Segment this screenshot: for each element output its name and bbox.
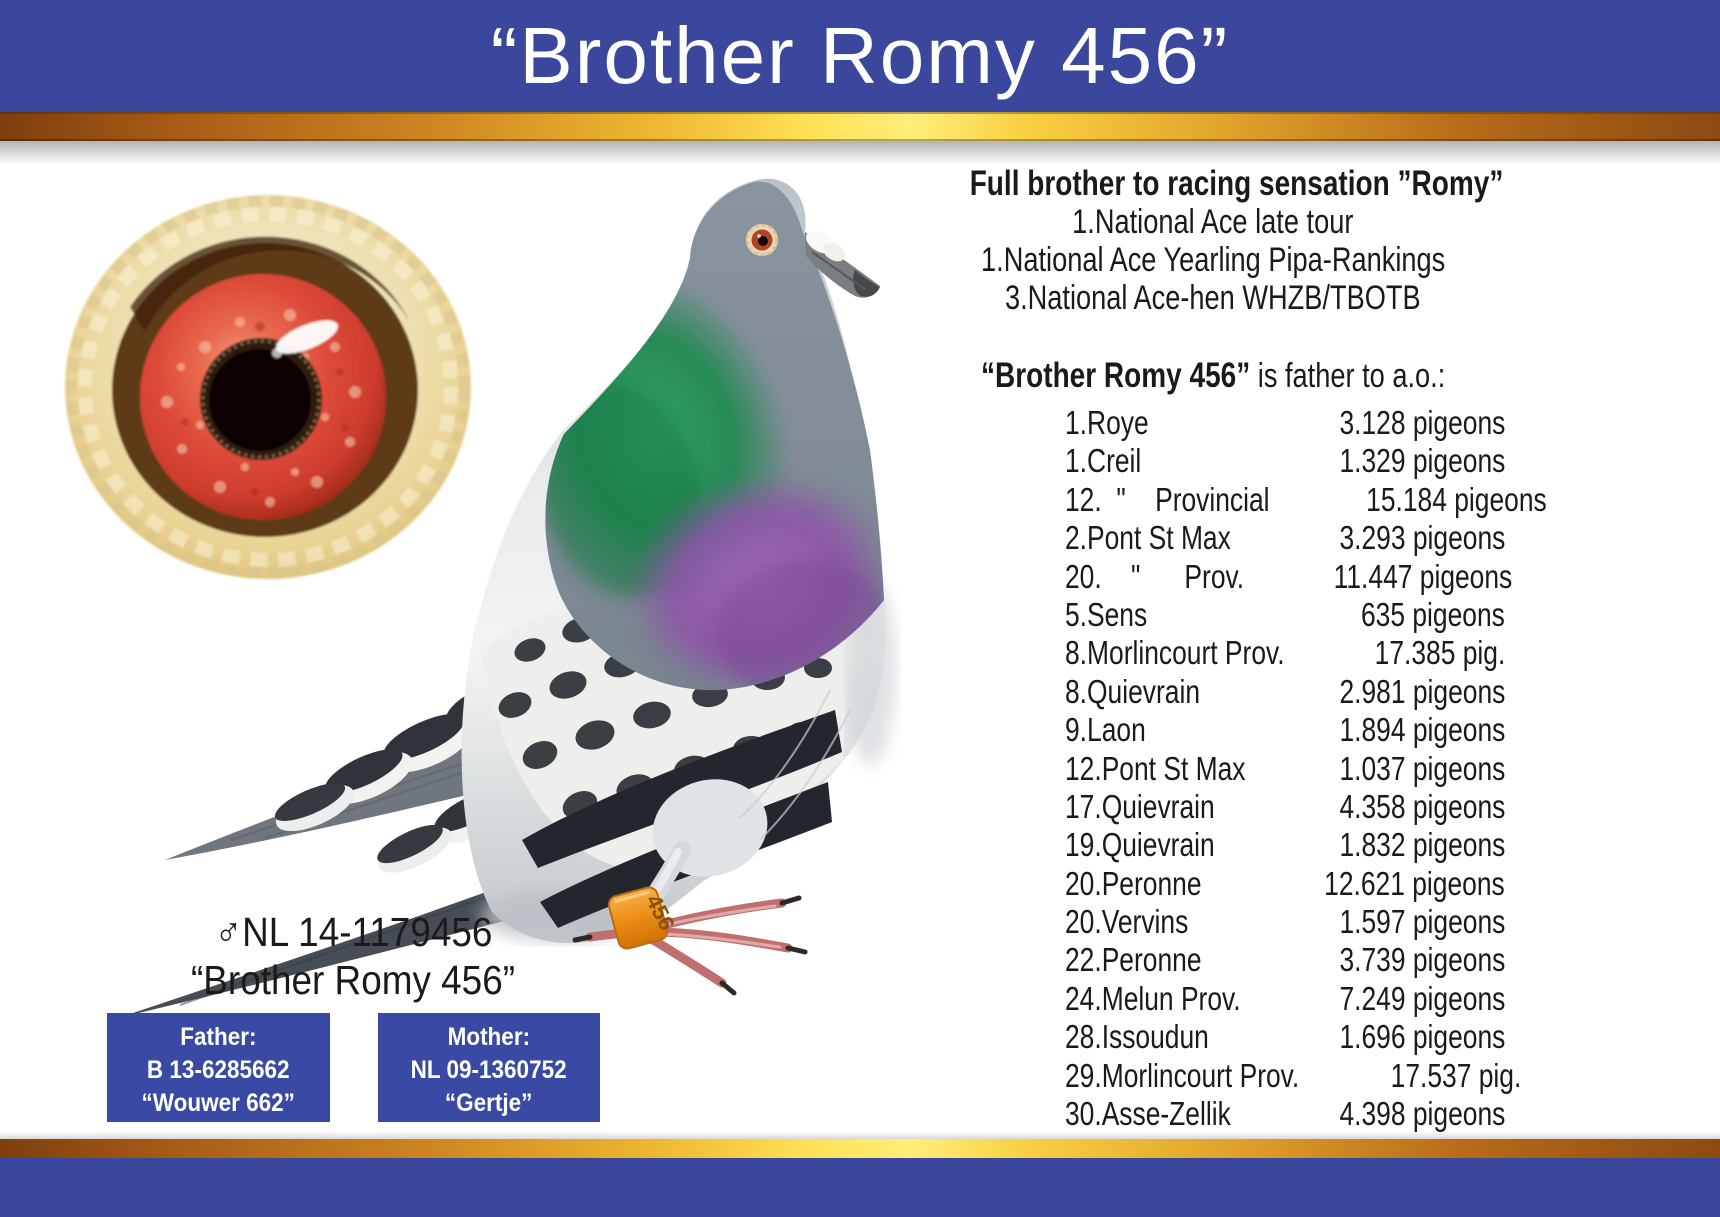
mother-label: Mother: — [447, 1023, 531, 1051]
head-neck — [545, 181, 884, 691]
eye-pupil — [209, 349, 311, 451]
result-count: 1.894 pigeons — [1339, 711, 1505, 749]
result-count: 4.398 pigeons — [1339, 1095, 1505, 1133]
result-row: 17.Quievrain 4.358 pigeons — [1065, 788, 1505, 826]
result-row: 22.Peronne 3.739 pigeons — [1065, 941, 1505, 979]
divider-shadow-bottom — [0, 1131, 1720, 1139]
result-race: 20. " Prov. — [1065, 557, 1245, 595]
result-row: 9.Laon 1.894 pigeons — [1065, 711, 1505, 749]
father-ring: B 13-6285662 — [147, 1056, 290, 1084]
result-row: 28.Issoudun 1.696 pigeons — [1065, 1018, 1505, 1056]
bird-ring-id: ♂NL 14-1179456 “Brother Romy 456” — [128, 908, 578, 1004]
intro-heading: Full brother to racing sensation ”Romy” — [969, 164, 1504, 203]
result-row: 8.Morlincourt Prov. 17.385 pig. — [1065, 634, 1505, 672]
result-row: 24.Melun Prov. 7.249 pigeons — [1065, 980, 1505, 1018]
beak — [805, 230, 880, 298]
result-race: 12. " Provincial — [1065, 480, 1270, 518]
result-race: 2.Pont St Max — [1065, 519, 1231, 557]
result-race: 17.Quievrain — [1065, 787, 1215, 825]
father-label: Father: — [180, 1023, 257, 1051]
mother-ring: NL 09-1360752 — [411, 1056, 567, 1084]
result-race: 28.Issoudun — [1065, 1018, 1209, 1056]
result-count: 2.981 pigeons — [1339, 672, 1505, 710]
achievements-panel: Full brother to racing sensation ”Romy” … — [903, 164, 1523, 318]
result-count: 11.447 pigeons — [1333, 557, 1513, 595]
result-count: 17.385 pig. — [1374, 634, 1505, 672]
result-race: 19.Quievrain — [1065, 826, 1215, 864]
result-race: 8.Morlincourt Prov. — [1065, 634, 1285, 672]
result-row: 1.Roye 3.128 pigeons — [1065, 404, 1505, 442]
father-intro-line: “Brother Romy 456” is father to a.o.: — [903, 356, 1523, 396]
result-count: 1.037 pigeons — [1339, 749, 1505, 787]
result-count: 3.293 pigeons — [1339, 519, 1505, 557]
result-count: 12.621 pigeons — [1324, 864, 1505, 902]
father-name: “Wouwer 662” — [141, 1089, 296, 1117]
title-banner: “Brother Romy 456” — [0, 0, 1720, 112]
result-race: 1.Roye — [1065, 404, 1149, 441]
result-row: 8.Quievrain 2.981 pigeons — [1065, 673, 1505, 711]
result-race: 24.Melun Prov. — [1065, 979, 1241, 1017]
pigeon-photo: 456 — [118, 178, 896, 1018]
result-count: 15.184 pigeons — [1365, 480, 1547, 518]
achievement-line: 1.National Ace late tour — [1072, 203, 1354, 241]
result-count: 7.249 pigeons — [1339, 979, 1505, 1017]
result-race: 1.Creil — [1065, 442, 1142, 480]
result-race: 20.Vervins — [1065, 903, 1189, 941]
result-row: 20.Peronne 12.621 pigeons — [1065, 865, 1505, 903]
eye-photo — [65, 195, 471, 579]
eye-highlight — [276, 320, 338, 354]
result-count: 1.329 pigeons — [1339, 442, 1505, 480]
gold-divider-top — [0, 112, 1720, 141]
result-row: 20.Vervins 1.597 pigeons — [1065, 903, 1505, 941]
result-count: 635 pigeons — [1361, 595, 1505, 633]
result-row: 5.Sens 635 pigeons — [1065, 596, 1505, 634]
leg-and-foot: 456 — [572, 779, 808, 996]
gold-divider-bottom — [0, 1139, 1720, 1158]
bird-name: “Brother Romy 456” — [190, 957, 515, 1003]
male-symbol: ♂ — [214, 909, 242, 955]
result-row: 2.Pont St Max 3.293 pigeons — [1065, 519, 1505, 557]
father-box: Father: B 13-6285662 “Wouwer 662” — [107, 1013, 330, 1122]
achievement-line: 3.National Ace-hen WHZB/TBOTB — [1005, 279, 1421, 317]
result-count: 1.832 pigeons — [1339, 826, 1505, 864]
result-count: 17.537 pig. — [1390, 1056, 1522, 1094]
ring-number: NL 14-1179456 — [241, 909, 492, 955]
result-count: 4.358 pigeons — [1339, 787, 1505, 825]
result-row: 19.Quievrain 1.832 pigeons — [1065, 826, 1505, 864]
ring-number-line: ♂NL 14-1179456 — [128, 908, 578, 956]
result-race: 22.Peronne — [1065, 941, 1202, 979]
result-count: 1.696 pigeons — [1339, 1018, 1505, 1056]
result-row: 20. " Prov. 11.447 pigeons — [1065, 557, 1512, 596]
pigeon-eye — [745, 223, 779, 257]
result-race: 9.Laon — [1065, 711, 1146, 749]
result-count: 3.128 pigeons — [1339, 404, 1505, 441]
divider-shadow-top — [0, 139, 1720, 165]
mother-box: Mother: NL 09-1360752 “Gertje” — [378, 1013, 600, 1122]
father-intro-rest: is father to a.o.: — [1250, 357, 1446, 395]
result-row: 1.Creil 1.329 pigeons — [1065, 442, 1505, 480]
results-list: 1.Roye 3.128 pigeons 1.Creil 1.329 pigeons… — [1065, 404, 1546, 1133]
bird-name-line: “Brother Romy 456” — [128, 956, 578, 1004]
result-row: 12. " Provincial 15.184 pigeons — [1065, 480, 1546, 519]
result-race: 30.Asse-Zellik — [1065, 1095, 1231, 1133]
bottom-banner — [0, 1158, 1720, 1217]
result-count: 3.739 pigeons — [1339, 941, 1505, 979]
mother-name: “Gertje” — [445, 1089, 533, 1117]
achievement-line: 1.National Ace Yearling Pipa-Rankings — [980, 241, 1446, 279]
result-race: 12.Pont St Max — [1065, 749, 1246, 787]
result-race: 29.Morlincourt Prov. — [1065, 1056, 1300, 1094]
result-row: 30.Asse-Zellik 4.398 pigeons — [1065, 1095, 1505, 1133]
result-race: 5.Sens — [1065, 595, 1148, 633]
result-count: 1.597 pigeons — [1339, 903, 1505, 941]
result-race: 20.Peronne — [1065, 864, 1202, 902]
result-row: 29.Morlincourt Prov. 17.537 pig. — [1065, 1056, 1521, 1095]
result-row: 12.Pont St Max 1.037 pigeons — [1065, 750, 1505, 788]
father-intro-bold: “Brother Romy 456” — [980, 356, 1251, 395]
result-race: 8.Quievrain — [1065, 672, 1201, 710]
page-title: “Brother Romy 456” — [490, 11, 1230, 100]
